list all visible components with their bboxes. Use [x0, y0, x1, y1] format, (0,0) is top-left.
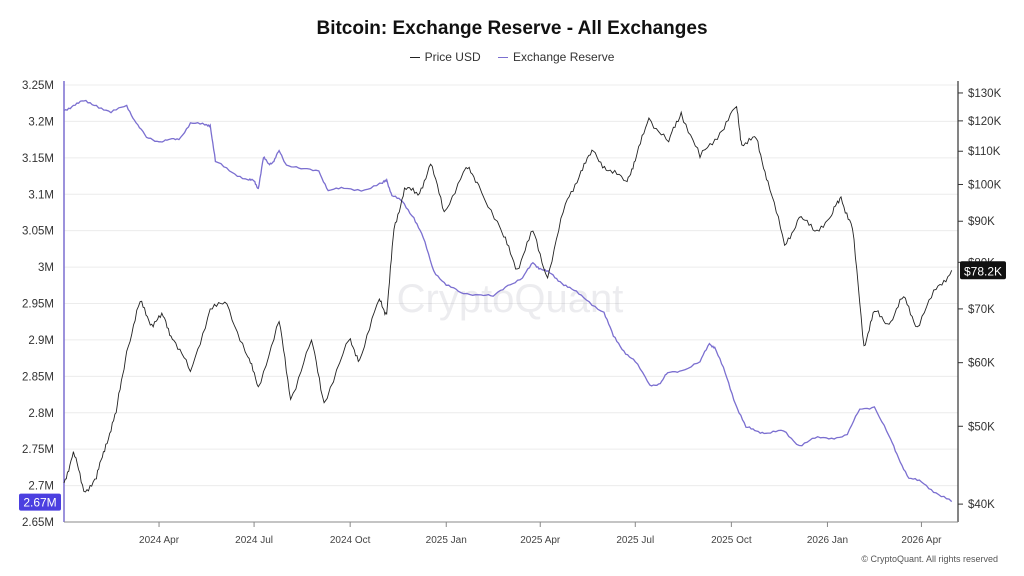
left-axis-tick-label: 2.65M	[22, 517, 54, 529]
left-axis-tick-label: 3.2M	[28, 116, 54, 128]
chart-title: Bitcoin: Exchange Reserve - All Exchange…	[316, 18, 708, 39]
left-axis-tick-label: 2.85M	[22, 371, 54, 383]
legend-reserve-label: Exchange Reserve	[512, 50, 615, 64]
left-axis-tick-label: 2.95M	[22, 299, 54, 311]
x-axis-tick-label: 2026 Apr	[901, 535, 942, 546]
right-axis-tick-label: $70K	[968, 304, 995, 316]
reserve-current-value: 2.67M	[23, 496, 56, 510]
right-axis-tick-label: $110K	[968, 146, 1001, 158]
right-axis-tick-label: $90K	[968, 216, 995, 228]
exchange-reserve-line	[63, 99, 953, 503]
price-usd-line	[63, 105, 953, 493]
legend-item-price[interactable]: Price USD	[409, 50, 481, 64]
right-axis-tick-label: $50K	[968, 421, 995, 433]
left-axis-tick-label: 3.25M	[22, 80, 54, 92]
right-axis-tick-label: $120K	[968, 116, 1002, 128]
price-current-value: $78.2K	[964, 264, 1002, 278]
x-axis-tick-label: 2025 Oct	[711, 535, 752, 546]
right-axis-tick-label: $100K	[968, 179, 1002, 191]
x-axis-tick-label: 2024 Jul	[235, 535, 273, 546]
x-axis-tick-label: 2025 Jan	[426, 535, 467, 546]
left-axis-tick-label: 2.8M	[28, 408, 54, 420]
right-axis-tick-label: $60K	[968, 358, 995, 370]
labels-layer: 2.67M $78.2K	[19, 261, 1006, 511]
x-axis-tick-label: 2024 Oct	[330, 535, 371, 546]
right-axis-tick-label: $40K	[968, 499, 995, 511]
legend: Price USD Exchange Reserve	[0, 50, 1024, 64]
left-axis-tick-label: 2.9M	[28, 335, 54, 347]
watermark: CryptoQuant	[397, 277, 624, 321]
x-axis-tick-label: 2025 Apr	[520, 535, 561, 546]
right-axis-tick-label: $130K	[968, 88, 1002, 100]
left-axis-tick-label: 3.15M	[22, 153, 54, 165]
left-axis-tick-label: 2.7M	[28, 481, 54, 493]
x-axis-tick-label: 2024 Apr	[139, 535, 180, 546]
legend-reserve-swatch	[497, 57, 508, 59]
left-axis-tick-label: 3.05M	[22, 226, 54, 238]
left-axis-tick-label: 3M	[38, 262, 54, 274]
x-axis-tick-label: 2025 Jul	[616, 535, 654, 546]
reserve-current-badge	[19, 493, 61, 511]
series-layer	[63, 99, 953, 503]
axes-layer: 3.25M 3.2M 3.15M 3.1M 3.05M 3M 2.95M 2.9M 2.85M 2…	[22, 80, 1002, 546]
legend-item-reserve[interactable]: Exchange Reserve	[497, 50, 615, 64]
x-axis-tick-label: 2026 Jan	[807, 535, 848, 546]
left-axis-tick-label: 3.1M	[28, 189, 54, 201]
copyright-credit: © CryptoQuant. All rights reserved	[861, 554, 998, 564]
price-current-badge	[960, 261, 1006, 280]
legend-price-label: Price USD	[424, 50, 481, 64]
left-axis-tick-label: 2.75M	[22, 444, 54, 456]
legend-price-swatch	[409, 57, 420, 59]
